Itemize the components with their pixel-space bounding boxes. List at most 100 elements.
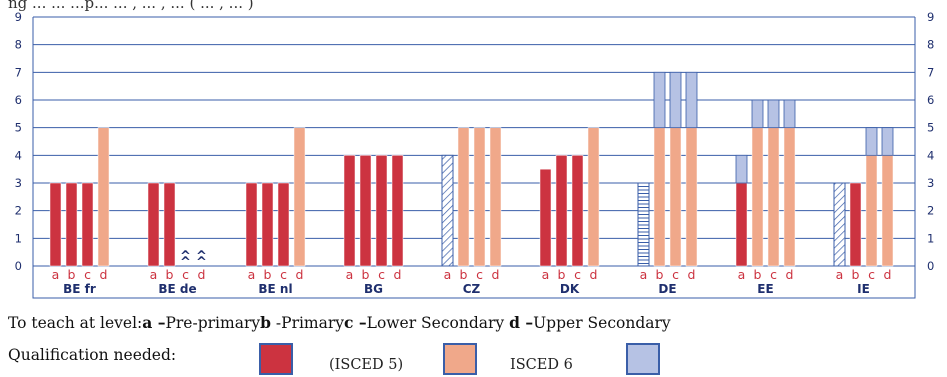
y-tick-right-1: 1 bbox=[927, 231, 934, 245]
bar-letter-ee-c: c bbox=[770, 267, 777, 282]
y-tick-left-0: 0 bbox=[15, 259, 22, 273]
level-key-a: a bbox=[142, 313, 153, 332]
bar-ee-c-isced6 bbox=[767, 127, 780, 267]
bar-be-nl-a-isced5 bbox=[245, 182, 258, 267]
bar-ie-c-isced6 bbox=[865, 155, 878, 267]
bar-letter-ie-d: d bbox=[884, 267, 892, 282]
bar-letter-ie-b: b bbox=[852, 267, 860, 282]
bar-letter-be-de-b: b bbox=[166, 267, 174, 282]
country-label-bg: BG bbox=[364, 282, 383, 296]
bar-be-fr-b-isced5 bbox=[65, 182, 78, 267]
y-tick-left-9: 9 bbox=[15, 10, 22, 24]
marker-be-de-c-2: ^ bbox=[180, 255, 191, 270]
y-tick-right-5: 5 bbox=[927, 121, 934, 135]
bar-letter-bg-c: c bbox=[378, 267, 385, 282]
bar-letter-ee-d: d bbox=[786, 267, 794, 282]
bar-letter-be-de-d: d bbox=[198, 267, 206, 282]
bar-ie-c-isced7 bbox=[865, 127, 878, 156]
bar-dk-a-isced5 bbox=[539, 168, 552, 267]
y-tick-right-4: 4 bbox=[927, 148, 934, 162]
bar-letter-be-nl-c: c bbox=[280, 267, 287, 282]
country-label-de: DE bbox=[658, 282, 676, 296]
y-tick-right-7: 7 bbox=[927, 65, 934, 79]
country-label-ie: IE bbox=[857, 282, 870, 296]
bar-letter-de-c: c bbox=[672, 267, 679, 282]
bar-de-c-isced7 bbox=[669, 71, 682, 129]
level-label-c: Lower Secondary bbox=[366, 314, 510, 332]
bar-bg-d-isced5 bbox=[391, 155, 404, 267]
bar-letter-be-fr-c: c bbox=[84, 267, 91, 282]
bar-de-d-isced7 bbox=[685, 71, 698, 129]
bar-ee-c-isced7 bbox=[767, 99, 780, 129]
bar-be-nl-c-isced5 bbox=[277, 182, 290, 267]
bar-be-fr-d-isced6 bbox=[97, 127, 110, 267]
level-key-b: b bbox=[260, 313, 271, 332]
bar-letter-be-fr-b: b bbox=[68, 267, 76, 282]
bar-letter-be-fr-a: a bbox=[52, 267, 60, 282]
bar-ie-d-isced6 bbox=[881, 155, 894, 267]
bar-letter-be-nl-d: d bbox=[296, 267, 304, 282]
bar-ee-a-isced5 bbox=[735, 182, 748, 267]
bar-letter-cz-d: d bbox=[492, 267, 500, 282]
marker-be-de-c: ^ bbox=[180, 249, 191, 264]
bar-be-fr-a-isced5 bbox=[49, 182, 62, 267]
bar-ie-d-isced7 bbox=[881, 127, 894, 156]
y-tick-left-2: 2 bbox=[15, 204, 22, 218]
bar-ie-b-isced5 bbox=[849, 182, 862, 267]
bar-cz-a-other bbox=[441, 154, 454, 267]
country-label-be-nl: BE nl bbox=[258, 282, 292, 296]
bar-ee-a-isced7 bbox=[735, 154, 748, 184]
bar-bg-c-isced5 bbox=[375, 155, 388, 267]
bar-letter-dk-c: c bbox=[574, 267, 581, 282]
bar-be-nl-b-isced5 bbox=[261, 182, 274, 267]
bar-dk-b-isced5 bbox=[555, 155, 568, 267]
level-sep-c: – bbox=[353, 313, 367, 332]
level-sep-b: - bbox=[270, 314, 282, 332]
bar-letter-bg-b: b bbox=[362, 267, 370, 282]
level-sep-a: – bbox=[152, 313, 166, 332]
y-tick-left-4: 4 bbox=[15, 148, 22, 162]
y-tick-right-2: 2 bbox=[927, 204, 934, 218]
bar-letter-ee-a: a bbox=[738, 267, 746, 282]
country-label-cz: CZ bbox=[463, 282, 481, 296]
bar-letter-dk-b: b bbox=[558, 267, 566, 282]
bar-bg-b-isced5 bbox=[359, 155, 372, 267]
y-tick-left-3: 3 bbox=[15, 176, 22, 190]
bar-letter-ie-a: a bbox=[836, 267, 844, 282]
bar-letter-bg-d: d bbox=[394, 267, 402, 282]
bar-ie-a-other bbox=[833, 182, 846, 267]
level-sep-d: – bbox=[519, 313, 534, 332]
marker-be-de-d-2: ^ bbox=[196, 255, 207, 270]
y-tick-left-8: 8 bbox=[15, 38, 22, 52]
bar-letter-de-b: b bbox=[656, 267, 664, 282]
y-tick-left-7: 7 bbox=[15, 65, 22, 79]
bar-dk-d-isced6 bbox=[587, 127, 600, 267]
y-tick-left-5: 5 bbox=[15, 121, 22, 135]
bar-de-b-isced6 bbox=[653, 127, 666, 267]
bar-letter-de-a: a bbox=[640, 267, 648, 282]
bar-be-de-b-isced5 bbox=[163, 182, 176, 267]
bar-de-c-isced6 bbox=[669, 127, 682, 267]
bar-ee-d-isced7 bbox=[783, 99, 796, 129]
bar-letter-cz-c: c bbox=[476, 267, 483, 282]
y-tick-right-6: 6 bbox=[927, 93, 934, 107]
bar-ee-b-isced7 bbox=[751, 99, 764, 129]
bar-letter-be-de-c: c bbox=[182, 267, 189, 282]
bar-ee-b-isced6 bbox=[751, 127, 764, 267]
country-label-ee: EE bbox=[757, 282, 773, 296]
teach-prefix: To teach at level: bbox=[8, 314, 143, 332]
y-tick-left-6: 6 bbox=[15, 93, 22, 107]
chart-caption-fragment: ng ... ... ...p... ... , ... , ... ( ...… bbox=[8, 0, 254, 12]
country-label-dk: DK bbox=[560, 282, 580, 296]
bar-cz-b-isced6 bbox=[457, 127, 470, 267]
level-key-d: d bbox=[509, 313, 520, 332]
bar-be-fr-c-isced5 bbox=[81, 182, 94, 267]
bar-letter-ee-b: b bbox=[754, 267, 762, 282]
y-tick-right-0: 0 bbox=[927, 259, 934, 273]
bar-letter-be-nl-b: b bbox=[264, 267, 272, 282]
level-label-a: Pre-primary bbox=[165, 314, 261, 332]
y-tick-left-1: 1 bbox=[15, 231, 22, 245]
legend-label-isced6: ISCED 6 bbox=[510, 357, 573, 373]
bar-letter-be-de-a: a bbox=[150, 267, 158, 282]
bar-be-nl-d-isced6 bbox=[293, 127, 306, 267]
